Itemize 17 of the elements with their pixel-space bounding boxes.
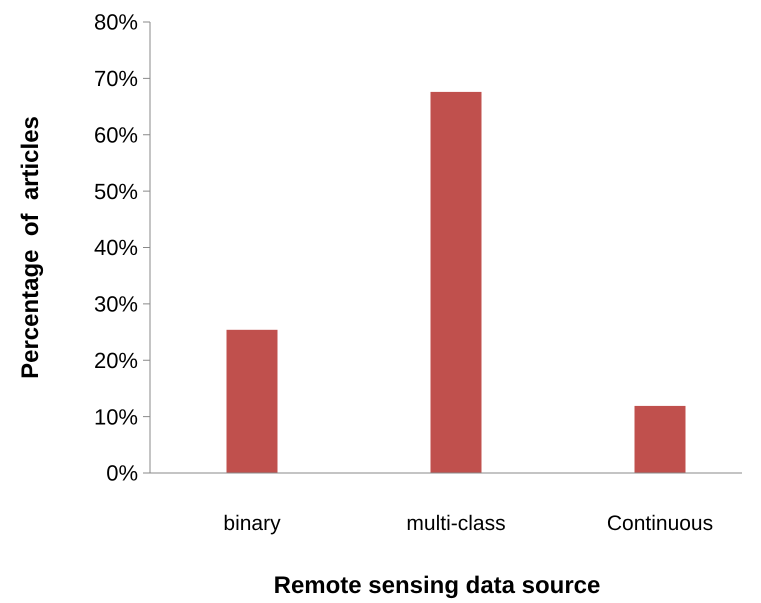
y-tick-label: 30% [94, 292, 138, 317]
y-tick-label: 20% [94, 348, 138, 373]
bar [226, 330, 278, 473]
y-tick-label: 40% [94, 235, 138, 260]
x-tick-label: multi-class [406, 512, 506, 535]
y-axis-title: Percentage of articles [17, 116, 44, 379]
x-tick-label: Continuous [606, 512, 714, 535]
y-tick-label: 50% [94, 178, 138, 204]
y-tick-label: 10% [94, 404, 138, 430]
y-tick-label: 60% [94, 122, 138, 148]
bar [634, 406, 686, 473]
x-tick-label: binary [223, 512, 282, 535]
bar [430, 92, 482, 473]
y-tick-label: 80% [94, 10, 138, 35]
x-axis-title: Remote sensing data source [274, 572, 600, 599]
y-tick-label: 70% [94, 66, 138, 92]
y-tick-label: 0% [106, 460, 138, 486]
